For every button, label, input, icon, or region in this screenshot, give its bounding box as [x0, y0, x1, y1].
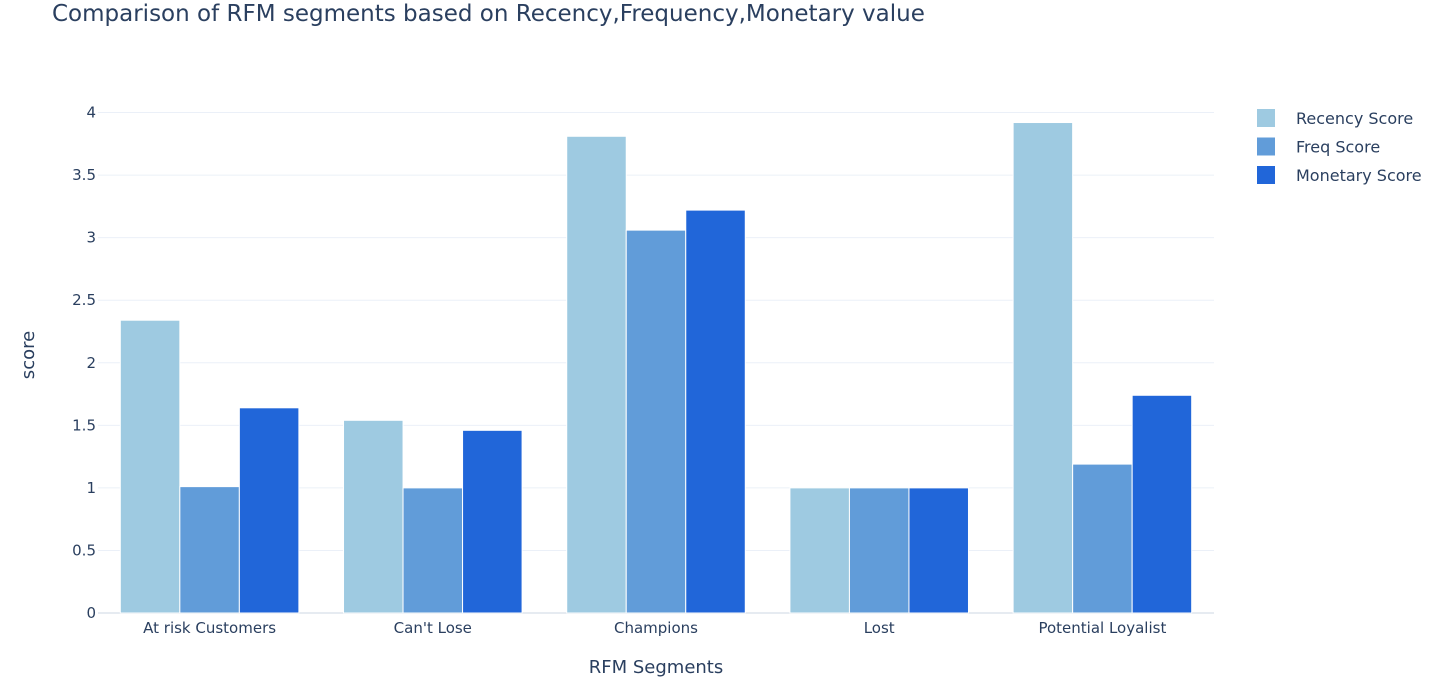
y-tick-label: 0: [86, 604, 96, 622]
bar[interactable]: [343, 419, 404, 614]
y-tick-label: 4: [86, 104, 96, 122]
y-tick-label: 1: [86, 479, 96, 497]
bar[interactable]: [908, 487, 969, 614]
x-tick-label: Potential Loyalist: [1038, 619, 1166, 637]
bar[interactable]: [685, 209, 746, 614]
legend-label: Monetary Score: [1296, 166, 1422, 185]
bar[interactable]: [238, 407, 300, 614]
x-tick-label: Can't Lose: [394, 619, 472, 637]
legend[interactable]: Recency Score Freq Score Monetary Score: [1257, 109, 1422, 185]
y-tick-label: 2: [86, 354, 96, 372]
legend-item[interactable]: Freq Score: [1257, 137, 1380, 157]
x-tick-label: Lost: [864, 619, 895, 637]
legend-label: Freq Score: [1296, 138, 1380, 157]
y-tick-label: 2.5: [72, 291, 96, 309]
y-tick-label: 0.5: [72, 541, 96, 559]
y-tick-label: 3: [86, 229, 96, 247]
bar[interactable]: [179, 486, 240, 614]
bars: [119, 122, 1193, 614]
bar[interactable]: [1012, 122, 1074, 614]
legend-swatch: [1257, 109, 1275, 127]
x-tick-label: At risk Customers: [143, 619, 276, 637]
bar[interactable]: [566, 135, 627, 614]
y-axis-ticks: 0 0.5 1 1.5 2 2.5 3 3.5 4: [72, 104, 96, 622]
y-tick-label: 1.5: [72, 416, 96, 434]
x-axis-title: RFM Segments: [589, 657, 724, 678]
x-axis-ticks: At risk Customers Can't Lose Champions Lost…: [143, 619, 1166, 637]
bar[interactable]: [119, 319, 181, 614]
legend-item[interactable]: Recency Score: [1257, 109, 1413, 128]
legend-label: Recency Score: [1296, 109, 1413, 128]
legend-swatch: [1257, 137, 1275, 156]
bar[interactable]: [1131, 394, 1193, 614]
bar[interactable]: [625, 229, 687, 614]
legend-item[interactable]: Monetary Score: [1257, 166, 1422, 185]
y-axis-title: score: [18, 331, 39, 379]
legend-swatch: [1257, 166, 1275, 184]
x-tick-label: Champions: [614, 619, 698, 637]
bar[interactable]: [848, 487, 910, 614]
chart-title: Comparison of RFM segments based on Rece…: [52, 1, 925, 27]
bar[interactable]: [402, 487, 464, 614]
bar[interactable]: [462, 429, 523, 614]
bar[interactable]: [789, 487, 850, 614]
y-tick-label: 3.5: [72, 166, 96, 184]
bar[interactable]: [1072, 463, 1133, 614]
